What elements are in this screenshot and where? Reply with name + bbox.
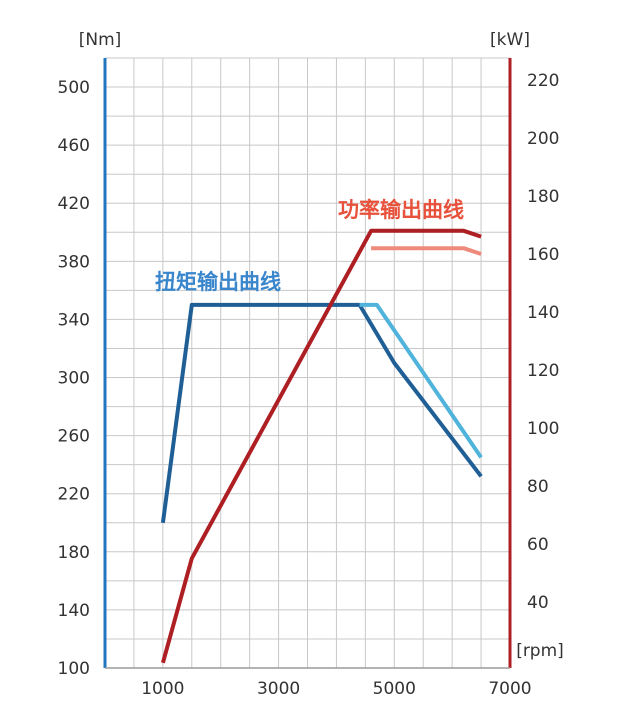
power-curve-label: 功率输出曲线	[338, 198, 464, 222]
power-curve-line-3	[371, 246, 482, 256]
right-tick-label: 200	[527, 129, 559, 149]
left-tick-label: 220	[58, 485, 90, 505]
left-tick-label: 340	[58, 310, 90, 330]
x-tick-label: 7000	[488, 679, 531, 699]
left-tick-label: 460	[58, 136, 90, 156]
torque-curve-label: 扭矩输出曲线	[155, 270, 281, 294]
x-axis-tick-labels: 1000 3000 5000 7000	[141, 679, 531, 699]
right-axis-unit: [kW]	[490, 30, 530, 50]
right-tick-label: 140	[527, 303, 559, 323]
torque-curve-line-0	[160, 302, 483, 524]
x-axis-unit: [rpm]	[516, 641, 564, 661]
right-tick-label: 100	[527, 419, 559, 439]
right-tick-label: 220	[527, 71, 559, 91]
right-tick-label: 60	[527, 535, 549, 555]
x-tick-label: 5000	[373, 679, 416, 699]
left-tick-label: 180	[58, 543, 90, 563]
right-tick-label: 180	[527, 187, 559, 207]
right-axis-tick-labels: 40 60 80 100 120 140 160 180 200 220	[527, 71, 559, 613]
series-layer	[160, 228, 483, 664]
left-tick-label: 420	[58, 194, 90, 214]
left-tick-label: 380	[58, 252, 90, 272]
x-tick-label: 3000	[257, 679, 300, 699]
torque-curve-line-1	[359, 302, 483, 459]
right-tick-label: 120	[527, 361, 559, 381]
x-tick-label: 1000	[141, 679, 184, 699]
left-tick-label: 500	[58, 78, 90, 98]
left-tick-label: 100	[58, 659, 90, 679]
left-axis-tick-labels: 100 140 180 220 260 300 340 380 420 460 500	[58, 78, 90, 679]
grid	[105, 57, 510, 669]
right-tick-label: 80	[527, 477, 549, 497]
left-tick-label: 140	[58, 601, 90, 621]
power-curve-line-2	[160, 228, 482, 664]
right-tick-label: 160	[527, 245, 559, 265]
left-tick-label: 300	[58, 369, 90, 389]
left-axis-unit: [Nm]	[79, 30, 122, 50]
left-tick-label: 260	[58, 427, 90, 447]
right-tick-label: 40	[527, 593, 549, 613]
